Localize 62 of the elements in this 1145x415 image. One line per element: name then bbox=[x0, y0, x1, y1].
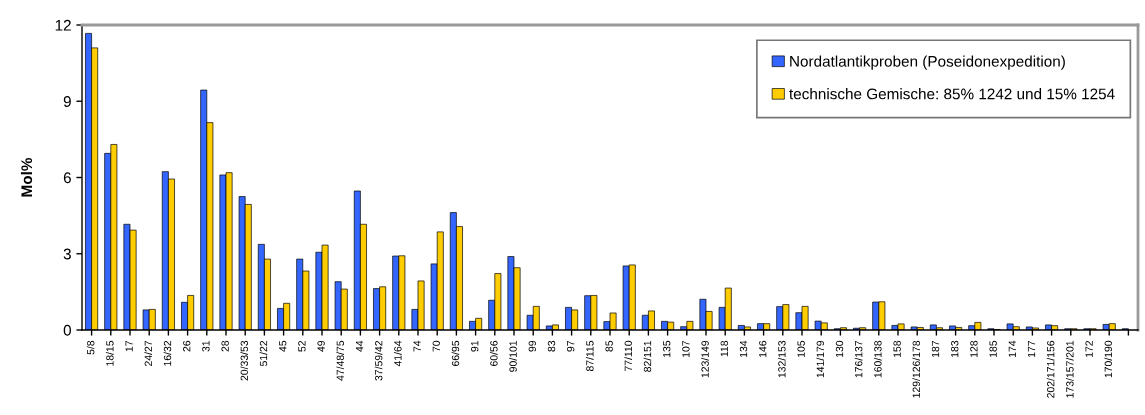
x-tick-label: 41/64 bbox=[393, 340, 402, 367]
x-tick-label: 16/32 bbox=[163, 340, 172, 366]
x-tick-label: 17 bbox=[125, 340, 133, 352]
x-tick-label: 99 bbox=[528, 340, 536, 352]
x-tick-label: 132/153 bbox=[777, 340, 786, 378]
x-tick-label: 174 bbox=[1008, 340, 1016, 357]
y-axis-title: Mol% bbox=[20, 157, 33, 197]
y-tick-label: 9 bbox=[63, 96, 71, 107]
y-tick-label: 6 bbox=[63, 172, 71, 184]
x-tick-label: 135 bbox=[663, 340, 671, 357]
x-tick-label: 170/190 bbox=[1104, 340, 1112, 378]
x-tick-label: 91 bbox=[471, 340, 479, 352]
x-tick-label: 45 bbox=[279, 340, 287, 352]
x-tick-label: 28 bbox=[221, 340, 229, 352]
x-tick-label: 177 bbox=[1027, 340, 1036, 357]
x-tick-label: 51/22 bbox=[259, 340, 268, 367]
x-tick-label: 60/56 bbox=[489, 340, 498, 366]
x-tick-label: 158 bbox=[893, 340, 901, 357]
x-tick-label: 37/59/42 bbox=[374, 340, 383, 381]
legend-label: Nordatlantikproben (Poseidonexpedition) bbox=[790, 55, 1065, 70]
x-tick-label: 141/179 bbox=[816, 340, 824, 378]
x-tick-label: 47/48/75 bbox=[336, 340, 344, 381]
y-tick-label: 12 bbox=[55, 19, 71, 31]
x-tick-label: 24/27 bbox=[144, 340, 152, 366]
x-tick-label: 130 bbox=[835, 340, 844, 357]
x-tick-label: 202/171/156 bbox=[1046, 340, 1055, 398]
x-tick-label: 83 bbox=[547, 340, 556, 352]
x-tick-label: 18/15 bbox=[105, 340, 114, 366]
x-tick-label: 5/8 bbox=[86, 340, 95, 355]
x-tick-label: 134 bbox=[739, 340, 748, 357]
x-tick-label: 82/151 bbox=[643, 340, 652, 372]
legend-label: technische Gemische: 85% 1242 und 15% 1254 bbox=[789, 88, 1115, 100]
x-tick-label: 66/95 bbox=[451, 340, 460, 366]
x-tick-label: 52 bbox=[298, 340, 306, 352]
x-tick-label: 20/33/53 bbox=[240, 340, 248, 381]
x-tick-label: 49 bbox=[317, 340, 325, 352]
x-tick-label: 118 bbox=[720, 340, 728, 357]
x-tick-label: 44 bbox=[355, 340, 364, 352]
x-tick-label: 187 bbox=[931, 340, 940, 357]
x-tick-label: 26 bbox=[183, 340, 191, 352]
y-tick-label: 3 bbox=[63, 248, 71, 260]
x-tick-label: 123/149 bbox=[701, 340, 709, 378]
x-tick-label: 74 bbox=[413, 340, 421, 352]
x-tick-label: 173/157/201 bbox=[1065, 340, 1074, 398]
x-tick-label: 172 bbox=[1085, 340, 1093, 357]
x-tick-label: 77/110 bbox=[624, 340, 632, 371]
x-tick-label: 97 bbox=[567, 340, 575, 352]
x-tick-label: 90/101 bbox=[509, 340, 517, 372]
x-tick-label: 31 bbox=[202, 340, 210, 352]
x-tick-label: 128 bbox=[970, 340, 978, 357]
x-tick-label: 185 bbox=[989, 340, 997, 357]
x-tick-label: 176/137 bbox=[854, 340, 863, 378]
x-tick-label: 160/138 bbox=[873, 340, 882, 378]
x-tick-label: 87/115 bbox=[585, 340, 594, 372]
x-tick-label: 85 bbox=[605, 340, 613, 352]
x-tick-label: 105 bbox=[797, 340, 805, 357]
x-tick-label: 70 bbox=[432, 340, 440, 352]
x-tick-label: 129/126/178 bbox=[912, 340, 920, 398]
x-tick-label: 183 bbox=[951, 340, 959, 357]
x-tick-label: 107 bbox=[682, 340, 690, 357]
y-tick-label: 0 bbox=[63, 324, 71, 336]
x-tick-label: 146 bbox=[759, 340, 767, 357]
